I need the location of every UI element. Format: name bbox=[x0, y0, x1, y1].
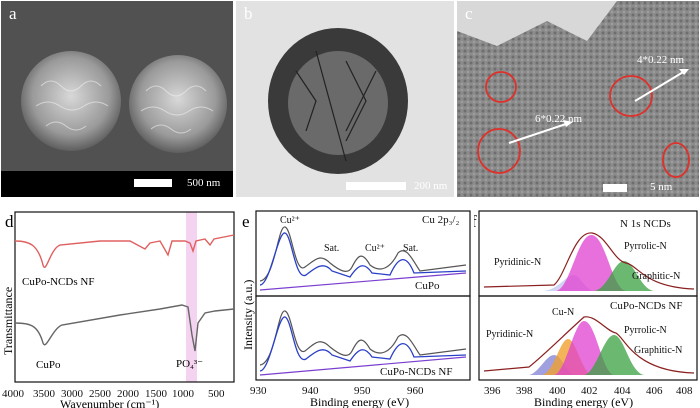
plot-frame bbox=[478, 295, 698, 381]
x-axis-label: Wavenumber (cm⁻¹) bbox=[60, 397, 159, 408]
peak-label: Pyrrolic-N bbox=[624, 325, 667, 336]
tick-label: 4000 bbox=[2, 388, 25, 400]
plot-frame bbox=[14, 211, 235, 383]
panel-label-f: f bbox=[474, 212, 477, 231]
pyrrolic-peak bbox=[556, 234, 626, 291]
sample-label: CuPo bbox=[415, 280, 440, 292]
tick-label: 404 bbox=[614, 385, 631, 397]
xps-data-top bbox=[259, 226, 467, 282]
tick-label: 950 bbox=[354, 385, 371, 397]
arrow bbox=[634, 70, 686, 102]
peak-label: Pyrrolic-N bbox=[624, 241, 667, 252]
scale-text: 200 nm bbox=[414, 180, 448, 192]
xps-n-chart-panel: N 1s NCDs Pyridinic-N Pyrrolic-N Graphit… bbox=[474, 205, 700, 408]
scale-text: 5 nm bbox=[650, 181, 673, 193]
scale-bar bbox=[134, 179, 172, 187]
panel-label-e: e bbox=[242, 212, 250, 231]
baseline bbox=[259, 356, 467, 376]
peak-label: Sat. bbox=[324, 243, 339, 254]
po4-highlight bbox=[186, 212, 197, 382]
ftir-series-bottom bbox=[14, 304, 235, 352]
arrow bbox=[508, 122, 570, 144]
xps-n-chart: N 1s NCDs Pyridinic-N Pyrrolic-N Graphit… bbox=[474, 210, 698, 408]
xps-cu-chart: Cu²⁺ Sat. Cu²⁺ Sat. Cu 2p₃/₂ CuPo CuPo-N… bbox=[241, 210, 471, 408]
tick-label: 398 bbox=[516, 385, 533, 397]
hrtem-image-panel: c 4*0.22 nm 6*0.22 nm 5 nm bbox=[457, 1, 699, 197]
spectrum-title: N 1s NCDs bbox=[620, 218, 671, 230]
spectrum-title: CuPo-NCDs NF bbox=[610, 300, 682, 312]
scale-bar bbox=[603, 184, 627, 192]
ftir-series-top bbox=[14, 234, 235, 268]
peak-label: Cu²⁺ bbox=[280, 215, 300, 226]
xps-fit-bottom bbox=[259, 316, 467, 372]
sem-image-panel: a 500 nm bbox=[1, 1, 233, 197]
peak-label: Cu-N bbox=[552, 307, 574, 318]
tick-label: 1000 bbox=[172, 388, 195, 400]
lattice-circle bbox=[485, 71, 517, 103]
peak-label: Graphitic-N bbox=[632, 271, 680, 282]
peak-label: PO₄³⁻ bbox=[176, 358, 203, 370]
tick-label: 500 bbox=[208, 388, 225, 400]
baseline bbox=[259, 272, 467, 291]
peak-label: Graphitic-N bbox=[634, 345, 682, 356]
tick-label: 3500 bbox=[33, 388, 56, 400]
n1s-envelope-top bbox=[483, 232, 695, 290]
microsphere-left bbox=[21, 51, 121, 151]
tick-label: 402 bbox=[581, 385, 598, 397]
microsphere-right bbox=[129, 55, 227, 153]
lattice-annotation: 6*0.22 nm bbox=[535, 113, 583, 125]
scale-bar bbox=[346, 182, 406, 190]
ftir-chart: 4000 3500 3000 2500 2000 1500 1000 500 W… bbox=[1, 211, 235, 408]
lattice-circle bbox=[662, 142, 690, 178]
tem-image bbox=[236, 1, 454, 197]
y-axis-label: Intensity (a.u.) bbox=[241, 280, 255, 350]
tick-label: 396 bbox=[484, 385, 501, 397]
tick-label: 2500 bbox=[89, 388, 112, 400]
hrtem-image bbox=[457, 1, 699, 197]
xps-fit-top bbox=[259, 232, 467, 286]
panel-label-b: b bbox=[244, 4, 253, 23]
panel-label-c: c bbox=[465, 4, 473, 23]
tick-label: 1500 bbox=[145, 388, 168, 400]
peak-label: Pyridinic-N bbox=[486, 329, 533, 340]
series-label: CuPo-NCDs NF bbox=[22, 276, 94, 288]
sample-label: CuPo-NCDs NF bbox=[380, 366, 452, 378]
tick-label: 940 bbox=[302, 385, 319, 397]
xps-cu-chart-panel: Cu²⁺ Sat. Cu²⁺ Sat. Cu 2p₃/₂ CuPo CuPo-N… bbox=[240, 205, 472, 408]
tick-label: 2000 bbox=[117, 388, 140, 400]
lattice-circle bbox=[609, 75, 653, 117]
x-axis-label: Binding energy (eV) bbox=[534, 395, 633, 408]
tick-label: 3000 bbox=[61, 388, 84, 400]
lattice-circle bbox=[477, 128, 521, 174]
tick-label: 960 bbox=[407, 385, 424, 397]
graphitic-peak bbox=[584, 335, 644, 375]
sem-image bbox=[1, 1, 233, 197]
tick-label: 400 bbox=[549, 385, 566, 397]
n1s-envelope-bottom bbox=[483, 316, 695, 374]
x-axis-label: Binding energy (eV) bbox=[310, 395, 409, 408]
lattice-annotation: 4*0.22 nm bbox=[637, 54, 685, 66]
peak-label: Cu²⁺ bbox=[365, 243, 385, 254]
tem-image-panel: b 200 nm bbox=[236, 1, 454, 197]
tick-label: 406 bbox=[646, 385, 663, 397]
y-axis-label: Transmittance bbox=[1, 287, 15, 355]
spectrum-title: Cu 2p₃/₂ bbox=[422, 214, 459, 226]
peak-label: Sat. bbox=[403, 243, 418, 254]
plot-frame bbox=[255, 295, 471, 381]
tick-label: 930 bbox=[250, 385, 267, 397]
panel-label-a: a bbox=[9, 4, 17, 23]
ftir-chart-panel: 4000 3500 3000 2500 2000 1500 1000 500 W… bbox=[0, 205, 236, 408]
peak-label: Pyridinic-N bbox=[494, 257, 541, 268]
tick-label: 408 bbox=[676, 385, 693, 397]
panel-label-d: d bbox=[5, 212, 14, 231]
scale-text: 500 nm bbox=[187, 177, 221, 189]
xps-data-bottom bbox=[259, 310, 467, 366]
series-label: CuPo bbox=[36, 359, 61, 371]
graphitic-peak bbox=[594, 261, 654, 291]
